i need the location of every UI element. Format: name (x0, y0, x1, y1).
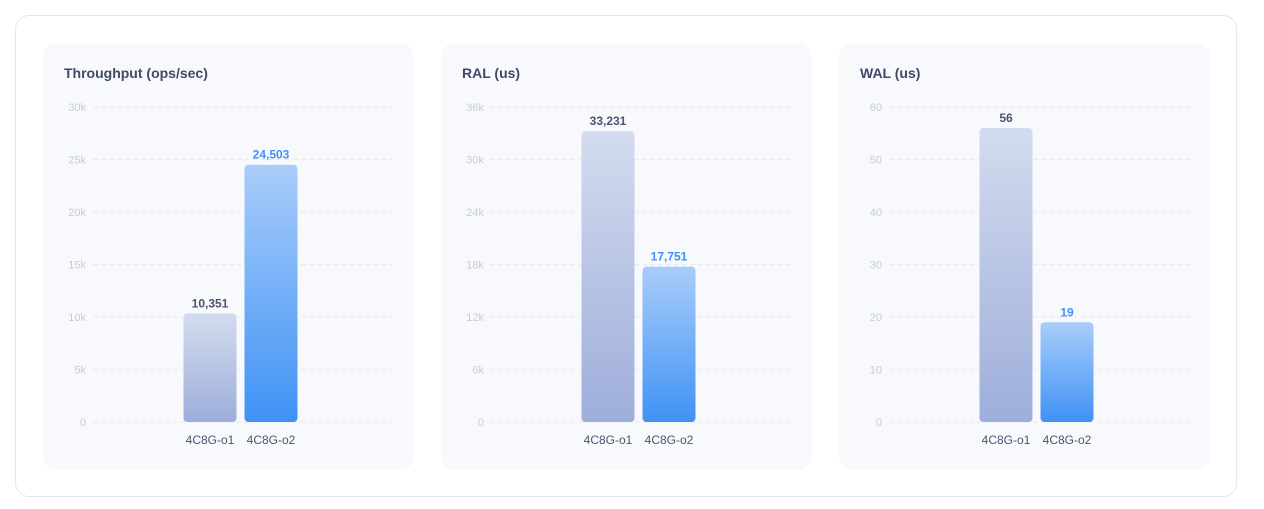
y-tick-label: 18k (466, 260, 484, 272)
chart-title: WAL (us) (860, 65, 921, 81)
y-tick-label: 40 (870, 207, 882, 219)
y-tick-label: 15k (68, 260, 86, 272)
chart-title: Throughput (ops/sec) (64, 65, 208, 81)
bar-4c8g-o1[interactable] (979, 128, 1033, 422)
y-tick-label: 20 (870, 312, 882, 324)
y-tick-label: 36k (466, 102, 484, 114)
data-label: 10,351 (192, 296, 229, 310)
x-tick-label: 4C8G-o2 (1043, 433, 1092, 447)
y-tick-label: 12k (466, 312, 484, 324)
y-tick-label: 10 (870, 365, 882, 377)
x-tick-label: 4C8G-o2 (645, 433, 694, 447)
wal-bar-chart: 0 10 20 30 40 50 60 56 4C8G-o1 19 4C8G-o2 (870, 102, 1191, 447)
y-tick-label: 30k (68, 102, 86, 114)
x-tick-label: 4C8G-o2 (247, 433, 296, 447)
throughput-chart-panel: Throughput (ops/sec) 0 5k 10k 15k 20k 25k 30k 1… (43, 43, 414, 470)
data-label: 33,231 (590, 114, 627, 128)
y-tick-label: 30 (870, 260, 882, 272)
y-tick-label: 20k (68, 207, 86, 219)
x-tick-label: 4C8G-o1 (584, 433, 633, 447)
wal-chart-panel: WAL (us) 0 10 20 30 40 50 60 56 4C8G-o1 19 4C8G-o2 (839, 43, 1210, 470)
data-label: 17,751 (651, 250, 688, 264)
data-label: 56 (999, 111, 1013, 125)
x-tick-label: 4C8G-o1 (982, 433, 1031, 447)
x-tick-label: 4C8G-o1 (186, 433, 235, 447)
y-tick-label: 24k (466, 207, 484, 219)
bar-4c8g-o2[interactable] (244, 164, 298, 422)
data-label: 24,503 (253, 148, 290, 162)
bar-4c8g-o2[interactable] (642, 266, 696, 422)
data-label: 19 (1060, 305, 1074, 319)
bar-4c8g-o1[interactable] (581, 131, 635, 422)
bar-4c8g-o1[interactable] (183, 313, 237, 422)
y-tick-label: 0 (876, 417, 882, 429)
y-tick-label: 60 (870, 102, 882, 114)
y-tick-label: 0 (478, 417, 484, 429)
bar-4c8g-o2[interactable] (1040, 322, 1094, 422)
y-tick-label: 25k (68, 155, 86, 167)
y-tick-label: 50 (870, 155, 882, 167)
ral-bar-chart: 0 6k 12k 18k 24k 30k 36k 33,231 4C8G-o1 17,751 4C8… (466, 102, 793, 447)
y-tick-label: 10k (68, 312, 86, 324)
chart-title: RAL (us) (462, 65, 521, 81)
ral-chart-panel: RAL (us) 0 6k 12k 18k 24k 30k 36k 33,231 4C8G-o1… (441, 43, 812, 470)
y-tick-label: 5k (74, 365, 86, 377)
throughput-bar-chart: 0 5k 10k 15k 20k 25k 30k 10,351 4C8G-o1 24,503 4C8… (68, 102, 395, 447)
y-tick-label: 6k (472, 365, 484, 377)
y-tick-label: 0 (80, 417, 86, 429)
y-tick-label: 30k (466, 155, 484, 167)
